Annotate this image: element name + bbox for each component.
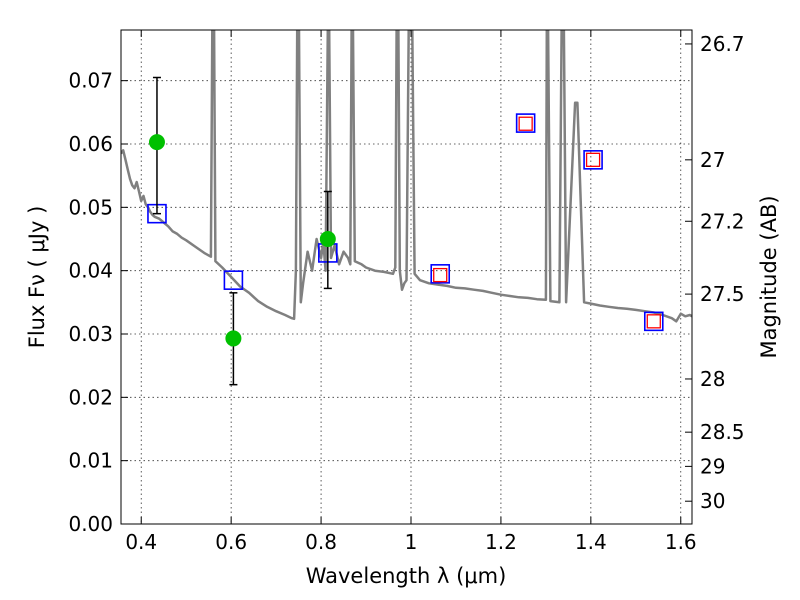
y-tick-label: 0.07 — [68, 69, 113, 93]
y-tick-label: 0.05 — [68, 195, 113, 219]
axes-frame — [120, 29, 693, 525]
y-tick-label: 0.06 — [68, 132, 113, 156]
y2-tick-label: 27.5 — [700, 282, 745, 306]
plot-area — [121, 30, 692, 386]
y2-tick-label: 30 — [700, 489, 725, 513]
x-tick-label: 0.8 — [305, 530, 337, 554]
model-photometry-square — [583, 150, 603, 170]
x-tick-label: 1.2 — [485, 530, 517, 554]
nir-photometry-square — [433, 267, 448, 283]
y2-tick-label: 29 — [700, 454, 725, 478]
y-tick-label: 0.03 — [68, 322, 113, 346]
x-tick-label: 1.4 — [575, 530, 607, 554]
nir-photometry-square — [646, 314, 661, 329]
y-axis-label: Flux Fν ( μJy ) — [25, 206, 49, 349]
observed-point — [319, 231, 336, 247]
observed-point — [148, 134, 165, 151]
y-tick-label: 0.04 — [68, 259, 113, 283]
y2-tick-label: 27.2 — [700, 209, 745, 233]
model-photometry-square — [515, 113, 536, 133]
x-tick-label: 1 — [405, 530, 418, 554]
y-tick-label: 0.00 — [68, 512, 113, 536]
y2-tick-label: 27 — [700, 148, 725, 172]
y-tick-label: 0.01 — [68, 449, 113, 473]
x-tick-label: 0.4 — [125, 530, 157, 554]
x-axis-label: Wavelength λ (μm) — [306, 564, 507, 588]
nir-photometry-square — [518, 116, 533, 131]
y-tick-label: 0.02 — [68, 385, 113, 409]
axis-ticks: 0.4 0.6 0.8 1 1.2 1.4 1.6 0.00 0.01 0.02 0.03 0.04 0… — [68, 30, 745, 554]
x-tick-label: 1.6 — [665, 530, 697, 554]
nir-photometry-square — [585, 152, 601, 167]
y2-tick-label: 28.5 — [700, 420, 745, 444]
model-photometry-square — [430, 264, 451, 284]
x-tick-label: 0.6 — [215, 530, 247, 554]
y2-axis-label: Magnitude (AB) — [757, 195, 781, 358]
y2-tick-label: 26.7 — [700, 32, 745, 56]
model-spectrum-line — [121, 30, 692, 323]
y2-tick-label: 28 — [700, 367, 725, 391]
model-photometry-square — [223, 270, 244, 290]
observed-point — [225, 330, 242, 347]
model-photometry-square — [643, 311, 664, 332]
